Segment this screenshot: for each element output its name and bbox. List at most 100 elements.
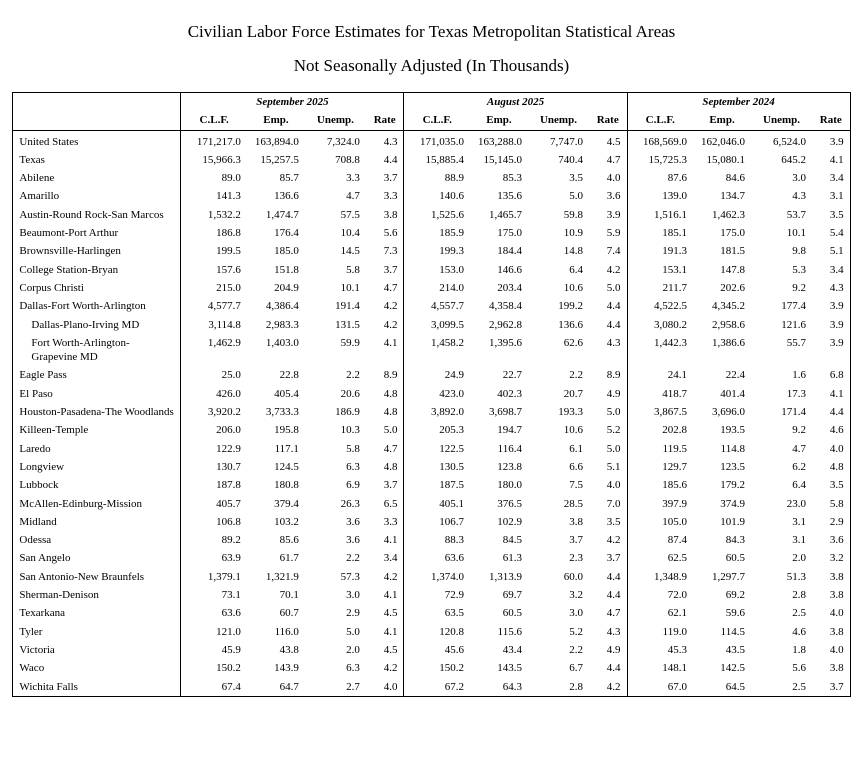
value-cell: 88.3 [444, 534, 464, 547]
value-cell: 5.2 [569, 625, 583, 638]
table-row: Longview 130.7 124.5 6.3 4.8 130.5 123.8 6.6 5.1… [12, 457, 850, 477]
area-name: Tyler [12, 622, 182, 641]
value-cell: 199.2 [558, 300, 583, 313]
value-cell: 426.0 [216, 387, 241, 400]
value-cell: 84.6 [725, 172, 746, 185]
col-header-clf: C.L.F. [403, 111, 470, 131]
value-cell: 3.9 [829, 336, 844, 349]
value-cell: 51.3 [786, 570, 807, 583]
value-cell: 3.8 [365, 205, 405, 225]
value-cell: 3,892.0 [430, 406, 464, 419]
area-name: Amarillo [12, 187, 182, 206]
value-cell: 3.7 [365, 476, 405, 495]
value-cell: 22.4 [725, 369, 746, 382]
value-cell: 136.6 [274, 190, 299, 203]
value-cell: 139.0 [662, 190, 688, 203]
value-cell: 69.2 [725, 589, 746, 602]
table-row: Waco 150.2 143.9 6.3 4.2 150.2 143.5 6.7 4.4 148.… [12, 659, 850, 678]
value-cell: 6.4 [792, 479, 807, 492]
value-cell: 85.3 [502, 172, 522, 185]
value-cell: 4,577.7 [207, 300, 241, 313]
value-cell: 3.9 [829, 300, 844, 313]
value-cell: 376.5 [497, 497, 522, 510]
value-cell: 72.0 [667, 589, 688, 602]
value-cell: 10.1 [340, 281, 360, 294]
value-cell: 4,358.4 [488, 300, 522, 313]
value-cell: 123.8 [497, 460, 522, 473]
value-cell: 117.1 [274, 442, 299, 455]
value-cell: 67.4 [221, 680, 241, 693]
value-cell: 2.2 [569, 643, 583, 656]
value-cell: 3.9 [588, 205, 628, 225]
value-cell: 4,522.5 [654, 300, 688, 313]
value-cell: 22.7 [502, 369, 522, 382]
value-cell: 3.5 [569, 172, 583, 185]
value-cell: 123.5 [720, 460, 746, 473]
value-cell: 193.3 [558, 406, 583, 419]
value-cell: 4.1 [829, 153, 844, 166]
value-cell: 88.9 [444, 172, 464, 185]
value-cell: 5.8 [829, 497, 844, 510]
value-cell: 185.0 [274, 245, 299, 258]
value-cell: 180.0 [497, 479, 522, 492]
value-cell: 60.0 [563, 570, 583, 583]
value-cell: 87.4 [667, 534, 688, 547]
value-cell: 115.6 [497, 625, 522, 638]
value-cell: 124.5 [274, 460, 299, 473]
value-cell: 43.5 [725, 643, 746, 656]
value-cell: 119.5 [662, 442, 688, 455]
value-cell: 185.1 [662, 227, 688, 240]
value-cell: 4.2 [588, 260, 628, 279]
col-header-emp: Emp. [246, 111, 305, 131]
area-name: Texarkana [12, 604, 182, 623]
value-cell: 4.4 [588, 315, 628, 334]
period-header-sep-2025: September 2025 [180, 92, 405, 112]
value-cell: 202.6 [720, 281, 746, 294]
value-cell: 8.9 [365, 366, 405, 385]
value-cell: 131.5 [335, 318, 360, 331]
value-cell: 397.9 [662, 497, 688, 510]
value-cell: 153.0 [439, 263, 464, 276]
table-row: Houston-Pasadena-The Woodlands 3,920.2 3,7… [12, 403, 850, 422]
value-cell: 9.8 [792, 245, 807, 258]
area-name: Austin-Round Rock-San Marcos [12, 205, 182, 225]
value-cell: 171.4 [781, 406, 807, 419]
area-name: San Angelo [12, 549, 182, 568]
value-cell: 61.3 [502, 552, 522, 565]
value-cell: 4.1 [365, 586, 405, 605]
value-cell: 423.0 [439, 387, 464, 400]
area-name: Fort Worth-Arlington-Grapevine MD [12, 333, 182, 367]
value-cell: 4.6 [792, 625, 807, 638]
value-cell: 3.8 [829, 589, 844, 602]
value-cell: 63.5 [444, 607, 464, 620]
value-cell: 10.1 [786, 227, 807, 240]
value-cell: 2.5 [792, 607, 807, 620]
value-cell: 186.9 [335, 406, 360, 419]
value-cell: 157.6 [216, 263, 241, 276]
col-header-clf: C.L.F. [627, 111, 694, 131]
value-cell: 10.9 [563, 227, 583, 240]
period-header-row: September 2025 August 2025 September 202… [12, 92, 850, 131]
value-cell: 20.7 [563, 387, 583, 400]
value-cell: 4,386.4 [265, 300, 299, 313]
value-cell: 4.5 [365, 640, 405, 660]
table-row: San Antonio-New Braunfels 1,379.1 1,321.9 5… [12, 567, 850, 587]
table-row: Amarillo 141.3 136.6 4.7 3.3 140.6 135.6 5.0 3.6… [12, 187, 850, 206]
value-cell: 199.5 [216, 245, 241, 258]
value-cell: 106.7 [439, 515, 464, 528]
value-cell: 105.0 [662, 515, 688, 528]
value-cell: 4.3 [588, 622, 628, 641]
value-cell: 151.8 [274, 263, 299, 276]
value-cell: 1,379.1 [207, 570, 241, 583]
value-cell: 6.8 [829, 369, 844, 382]
value-cell: 7,324.0 [326, 135, 360, 148]
table-row: Dallas-Fort Worth-Arlington 4,577.7 4,386.… [12, 297, 850, 316]
value-cell: 4.7 [792, 442, 807, 455]
value-cell: 171,217.0 [196, 135, 241, 148]
period-header-aug-2025: August 2025 [403, 92, 628, 112]
area-name: Waco [12, 659, 182, 678]
value-cell: 15,145.0 [483, 153, 522, 166]
value-cell: 3,920.2 [207, 406, 241, 419]
value-cell: 130.5 [439, 460, 464, 473]
value-cell: 203.4 [497, 281, 522, 294]
